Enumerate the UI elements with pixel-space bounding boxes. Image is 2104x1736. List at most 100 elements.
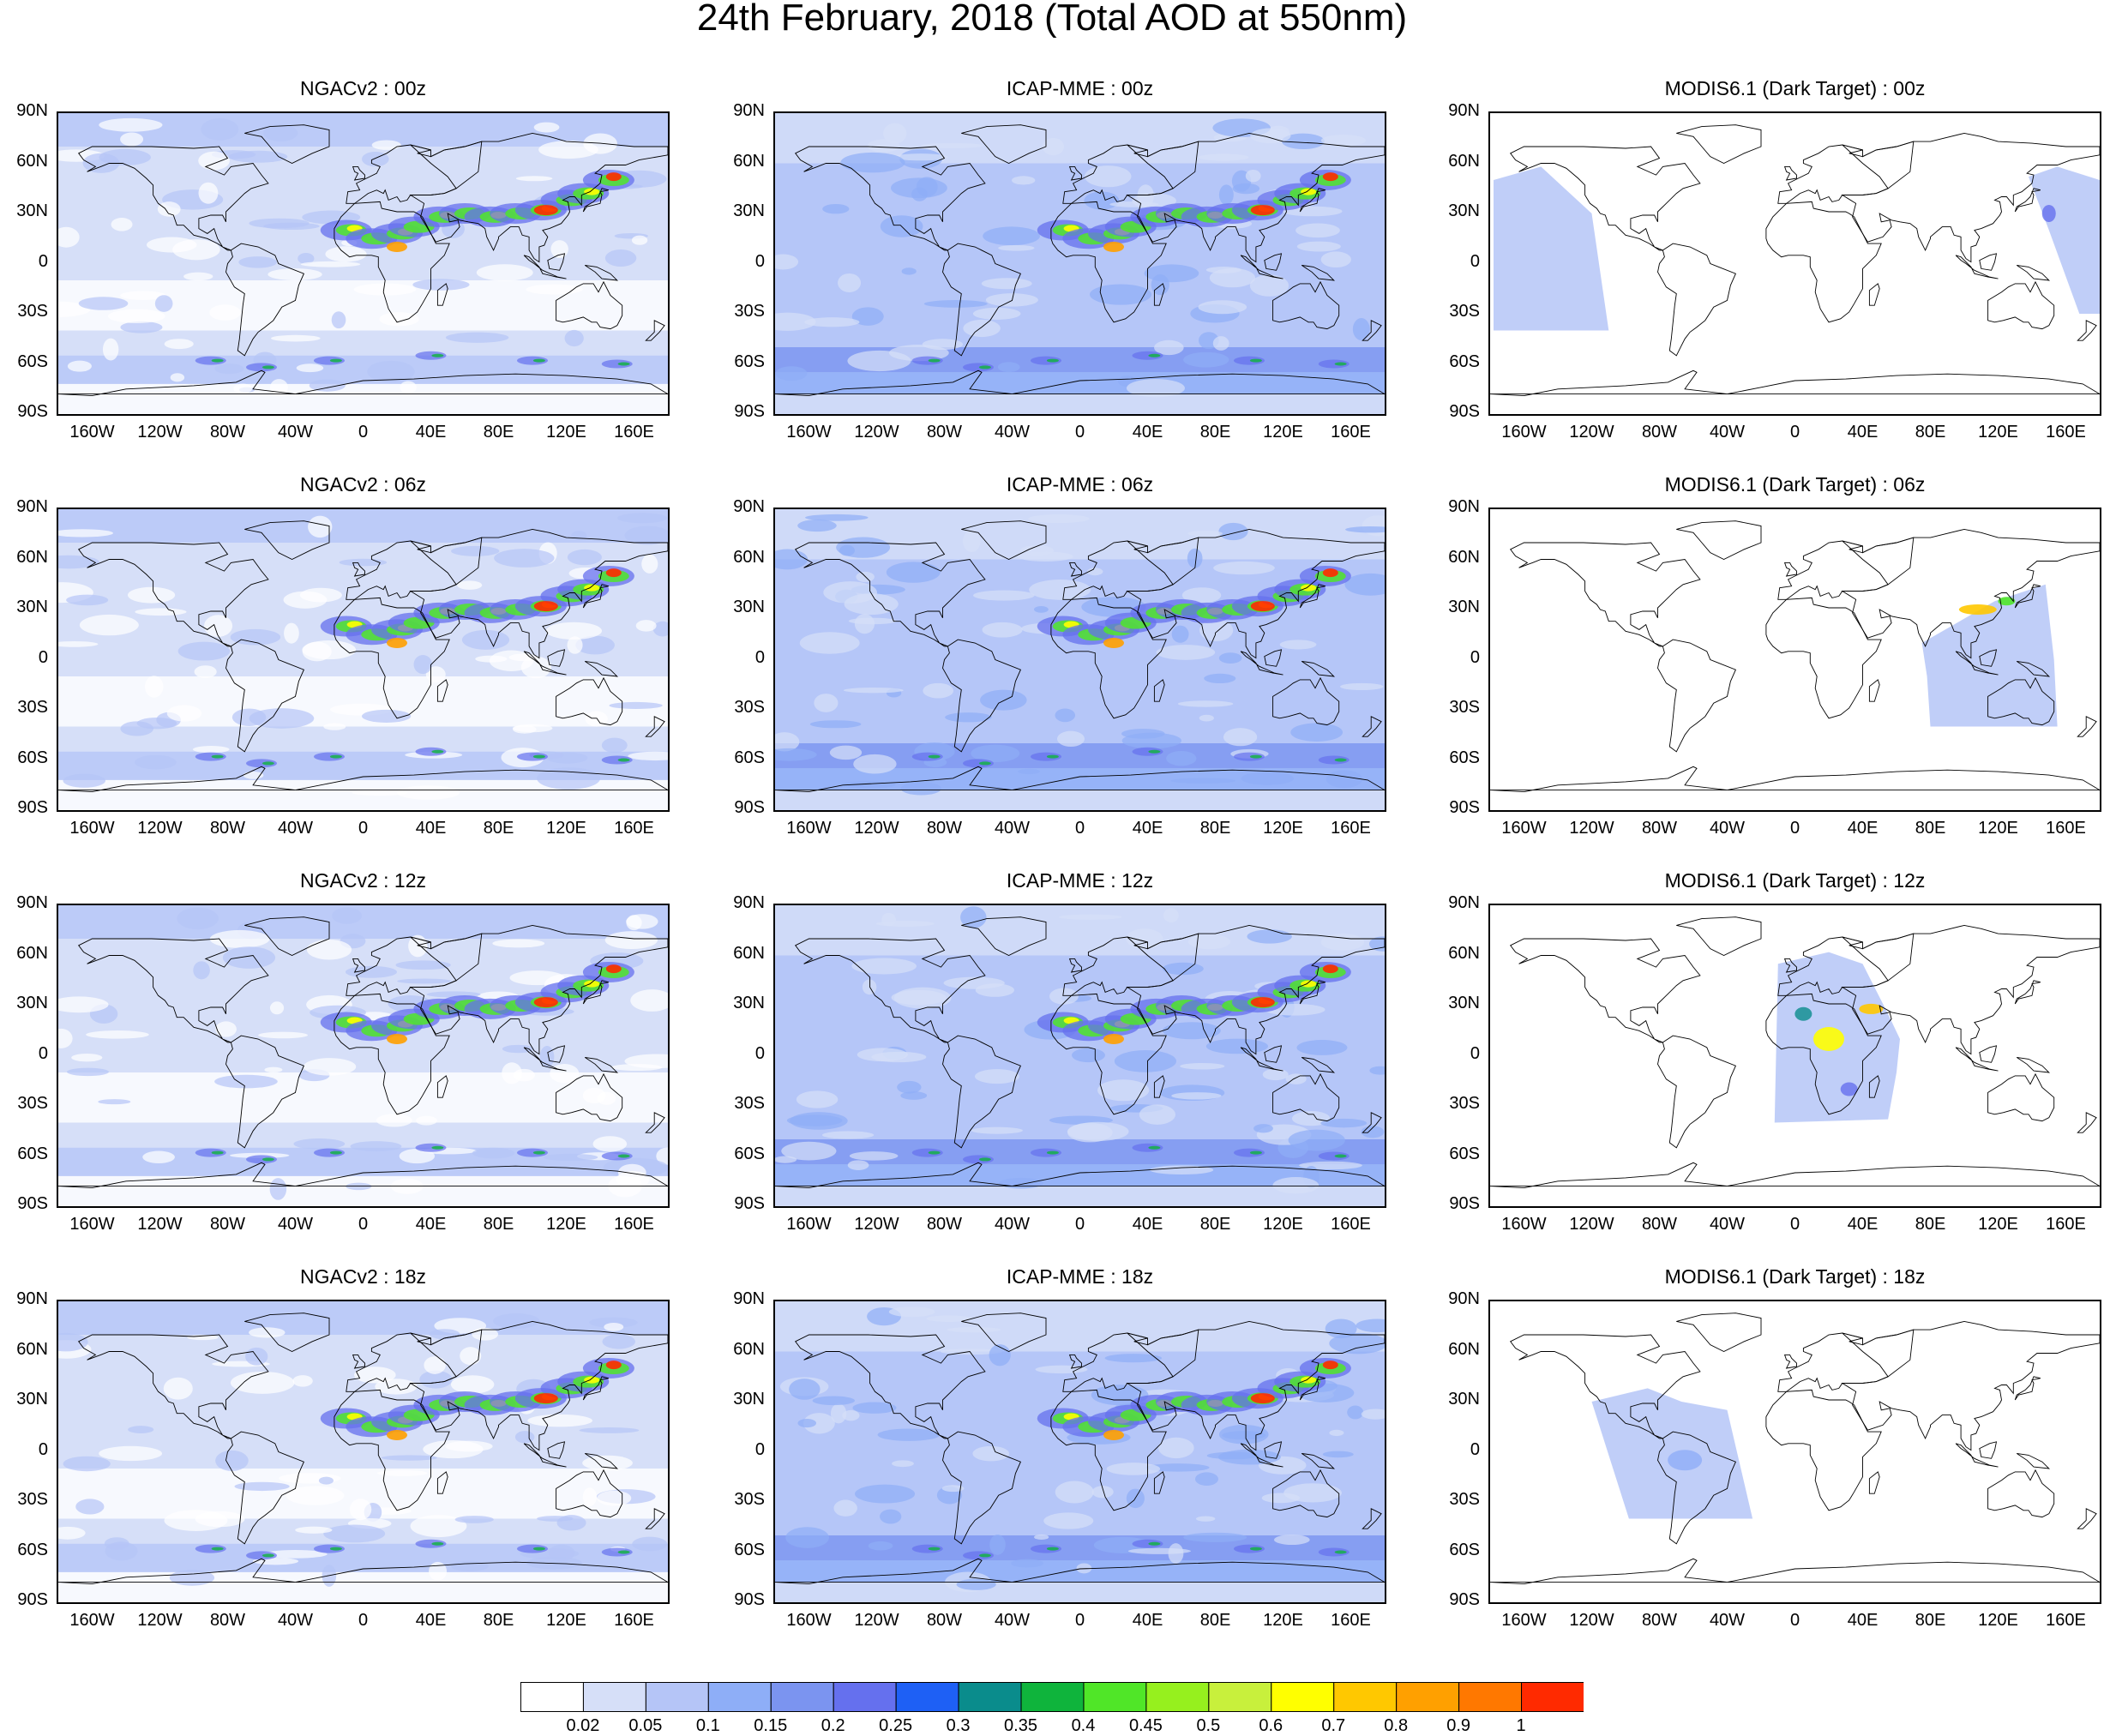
aod-patch: [376, 1469, 428, 1476]
coastline-africa: [334, 1389, 450, 1511]
latitude-label: 30N: [16, 994, 48, 1012]
colorbar-swatch: [1020, 1682, 1085, 1712]
coastline-indonesia: [1240, 1443, 1283, 1468]
coastline-australia: [1987, 676, 2055, 726]
aod-patch: [476, 264, 533, 281]
coastline-madagascar: [436, 283, 448, 306]
latitude-label: 60S: [1449, 748, 1480, 767]
aod-patch: [592, 1136, 628, 1152]
aod-swirl: [329, 1547, 342, 1551]
coastline-borneo: [547, 1441, 566, 1459]
aod-patch: [847, 1160, 869, 1170]
coastline-africa: [1050, 993, 1167, 1115]
colorbar-swatch: [707, 1682, 772, 1712]
aod-patch: [98, 1099, 131, 1105]
coastline-japan: [2014, 584, 2041, 609]
aod-swirl: [211, 1150, 224, 1155]
aod-patch: [349, 1499, 372, 1521]
latitude-label: 30N: [733, 598, 765, 616]
aod-swirl: [532, 1150, 545, 1155]
aod-patch: [460, 1347, 482, 1366]
aod-swirl: [1031, 752, 1061, 761]
aod-swirl: [532, 1547, 545, 1551]
aod-patch: [494, 549, 555, 568]
longitude-label: 40W: [277, 1611, 314, 1630]
coastline-indonesia: [1955, 651, 1999, 676]
aod-swirl: [314, 1544, 345, 1553]
aod-plume: [1322, 964, 1338, 974]
longitude-label: 0: [358, 423, 369, 442]
longitude-label: 80E: [483, 1611, 514, 1630]
panel-title: NGACv2 : 18z: [300, 1265, 426, 1288]
coastline-newzealand: [1362, 1112, 1382, 1133]
coastline-greenland: [244, 916, 330, 957]
map-area: [1488, 904, 2101, 1208]
aod-patch: [585, 711, 608, 727]
coastline-madagascar: [436, 1471, 448, 1494]
latitude-label: 90S: [734, 798, 765, 817]
longitude-label: 80W: [209, 819, 246, 838]
colorbar-swatch: [833, 1682, 897, 1712]
longitude-label: 160W: [786, 1215, 832, 1234]
coastline-northamerica: [78, 1334, 269, 1439]
aod-patch: [493, 1313, 540, 1329]
aod-swirl: [978, 1157, 991, 1162]
aod-patch: [1163, 908, 1179, 923]
longitude-label: 40E: [1847, 1215, 1879, 1234]
coastlines: [775, 124, 1385, 397]
aod-patch: [1170, 778, 1235, 784]
aod-plume: [605, 964, 622, 974]
aod-patch: [796, 1090, 839, 1108]
latitude-label: 30S: [734, 302, 765, 321]
latitude-label: 90N: [16, 1289, 48, 1308]
longitude-label: 0: [1789, 423, 1800, 442]
aod-swirl: [246, 363, 277, 372]
aod-patch: [1279, 640, 1317, 650]
aod-swirl: [1031, 1544, 1061, 1553]
aod-patch: [1250, 128, 1291, 144]
aod-patch: [397, 978, 452, 984]
aod-patch: [508, 653, 538, 662]
aod-patch: [1042, 137, 1065, 156]
aod-patch: [840, 152, 905, 173]
aod-patch: [940, 1349, 1002, 1355]
aod-patch: [492, 939, 545, 948]
longitude-label: 40E: [1132, 423, 1163, 442]
map-panel: NGACv2 : 00z 90N 60N 30N 0 30S 60S 90S 160W 120W 8…: [0, 77, 670, 456]
aod-patch: [1156, 645, 1216, 660]
aod-patch: [630, 989, 668, 1012]
latitude-label: 90N: [1448, 497, 1480, 516]
coastline-madagascar: [1153, 1471, 1165, 1494]
aod-swirl: [415, 747, 447, 756]
aod-patch: [1352, 318, 1370, 340]
aod-patch: [1285, 1073, 1307, 1084]
aod-plume: [1250, 601, 1275, 612]
colorbar: [520, 1682, 1584, 1712]
coastline-japan: [2014, 980, 2041, 1005]
longitude-label: 0: [358, 1611, 369, 1630]
coastline-antarctica: [775, 369, 1385, 397]
aod-swirl: [1318, 359, 1350, 369]
aod-patch: [812, 1396, 855, 1406]
aod-patch: [192, 746, 230, 754]
aod-patch: [526, 284, 583, 295]
aod-patch: [926, 1315, 971, 1322]
longitude-label: 120W: [1569, 1215, 1614, 1234]
aod-swirl: [329, 1150, 342, 1155]
coastline-australia: [1987, 280, 2055, 330]
figure-title: 24th February, 2018 (Total AOD at 550nm): [696, 0, 1408, 39]
map-area: [57, 508, 670, 812]
longitude-label: 40W: [1709, 1611, 1746, 1630]
aod-patch: [1320, 251, 1351, 268]
aod-patch: [883, 123, 907, 144]
latitude-label: 60N: [1448, 547, 1480, 567]
longitude-label: 80E: [1915, 423, 1946, 442]
aod-patch: [1325, 1319, 1357, 1339]
coastline-borneo: [1264, 1441, 1283, 1459]
aod-patch: [120, 321, 163, 333]
aod-patch: [597, 1091, 616, 1105]
coastline-uk: [1068, 958, 1082, 973]
satellite-swath: [1921, 584, 2058, 727]
aod-patch: [804, 317, 860, 327]
coastline-newzealand: [1362, 1508, 1382, 1529]
